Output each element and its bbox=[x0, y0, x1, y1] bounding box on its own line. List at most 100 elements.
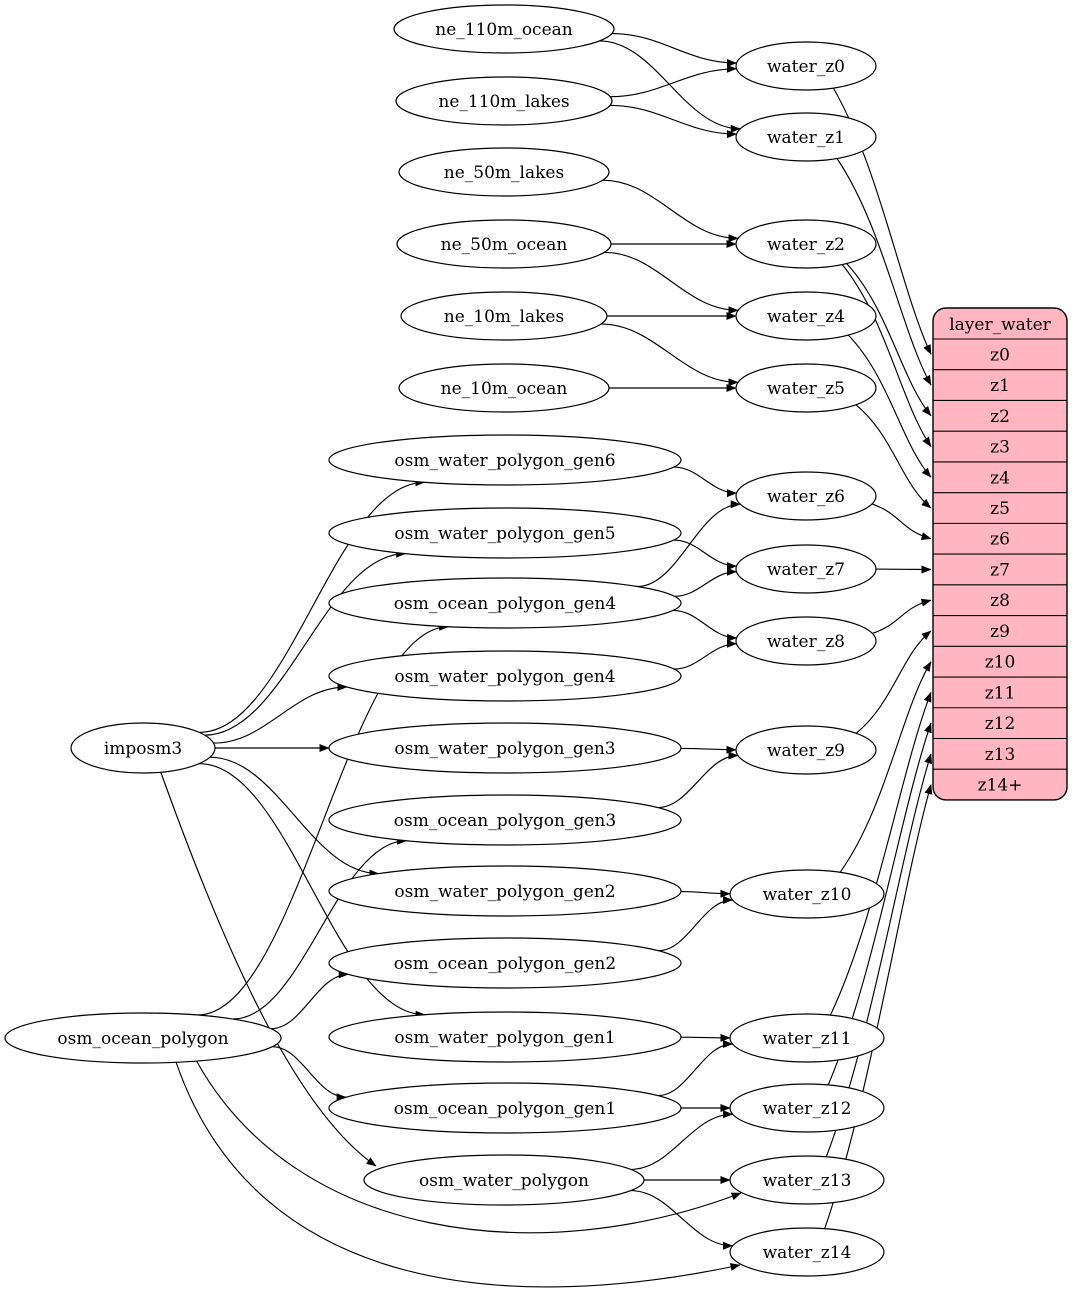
edge-osm_water_polygon-to-water_z14 bbox=[631, 1191, 733, 1246]
node-water_z9: water_z9 bbox=[736, 726, 876, 774]
node-osm_water_polygon_gen6: osm_water_polygon_gen6 bbox=[329, 435, 681, 485]
node-water_z7: water_z7 bbox=[736, 545, 876, 593]
node-osm_water_polygon_gen3: osm_water_polygon_gen3 bbox=[329, 723, 681, 773]
table-row-z10: z10 bbox=[985, 653, 1016, 673]
table-row-z11: z11 bbox=[985, 683, 1016, 703]
edge-osm_ocean_polygon_gen1-to-water_z11 bbox=[658, 1044, 733, 1096]
edge-osm_water_polygon_gen4-to-water_z8 bbox=[674, 644, 736, 669]
node-label-water_z9: water_z9 bbox=[767, 741, 845, 761]
edge-osm_water_polygon_gen2-to-water_z10 bbox=[681, 892, 730, 894]
edge-water_z6-to-layer_water-z6 bbox=[872, 504, 931, 539]
table-row-z5: z5 bbox=[990, 499, 1010, 519]
node-osm_ocean_polygon_gen1: osm_ocean_polygon_gen1 bbox=[329, 1083, 681, 1133]
node-label-osm_water_polygon_gen4: osm_water_polygon_gen4 bbox=[394, 667, 615, 687]
layer-water-table: layer_waterz0z1z2z3z4z5z6z7z8z9z10z11z12… bbox=[933, 308, 1067, 800]
node-label-osm_ocean_polygon: osm_ocean_polygon bbox=[57, 1029, 228, 1049]
edge-osm_ocean_polygon-to-osm_ocean_polygon_gen2 bbox=[271, 974, 348, 1028]
node-label-water_z10: water_z10 bbox=[763, 885, 852, 905]
table-row-z13: z13 bbox=[985, 745, 1016, 765]
node-label-water_z5: water_z5 bbox=[767, 379, 845, 399]
node-label-imposm3: imposm3 bbox=[104, 739, 182, 759]
node-label-osm_water_polygon_gen2: osm_water_polygon_gen2 bbox=[394, 882, 615, 902]
node-water_z2: water_z2 bbox=[736, 220, 876, 268]
table-row-z14+: z14+ bbox=[978, 776, 1023, 796]
node-water_z4: water_z4 bbox=[736, 292, 876, 340]
node-label-ne_50m_lakes: ne_50m_lakes bbox=[444, 163, 564, 183]
edge-ne_110m_lakes-to-water_z1 bbox=[610, 105, 736, 134]
edge-ne_10m_lakes-to-water_z5 bbox=[601, 324, 738, 382]
node-osm_water_polygon_gen4: osm_water_polygon_gen4 bbox=[329, 651, 681, 701]
edge-osm_water_polygon_gen3-to-water_z9 bbox=[681, 748, 736, 749]
node-label-water_z8: water_z8 bbox=[767, 632, 845, 652]
table-row-z7: z7 bbox=[990, 560, 1010, 580]
node-ne_50m_ocean: ne_50m_ocean bbox=[397, 220, 611, 268]
node-label-water_z14: water_z14 bbox=[763, 1243, 852, 1263]
node-label-osm_water_polygon: osm_water_polygon bbox=[419, 1171, 589, 1191]
node-label-osm_ocean_polygon_gen3: osm_ocean_polygon_gen3 bbox=[394, 811, 616, 831]
node-water_z1: water_z1 bbox=[736, 113, 876, 161]
node-label-water_z4: water_z4 bbox=[767, 307, 845, 327]
node-ne_10m_ocean: ne_10m_ocean bbox=[399, 364, 609, 412]
node-label-osm_ocean_polygon_gen2: osm_ocean_polygon_gen2 bbox=[394, 954, 616, 974]
node-water_z12: water_z12 bbox=[730, 1084, 884, 1132]
edge-water_z8-to-layer_water-z8 bbox=[872, 600, 931, 633]
node-label-ne_10m_lakes: ne_10m_lakes bbox=[444, 307, 564, 327]
node-osm_ocean_polygon_gen4: osm_ocean_polygon_gen4 bbox=[329, 578, 681, 628]
node-ne_10m_lakes: ne_10m_lakes bbox=[401, 292, 607, 340]
node-osm_ocean_polygon_gen3: osm_ocean_polygon_gen3 bbox=[329, 795, 681, 845]
node-ne_50m_lakes: ne_50m_lakes bbox=[399, 148, 609, 196]
node-label-osm_water_polygon_gen1: osm_water_polygon_gen1 bbox=[394, 1028, 615, 1048]
table-row-z9: z9 bbox=[990, 622, 1010, 642]
node-water_z0: water_z0 bbox=[736, 42, 876, 90]
table-row-z8: z8 bbox=[990, 591, 1010, 611]
edge-osm_ocean_polygon_gen2-to-water_z10 bbox=[658, 900, 732, 951]
node-label-water_z11: water_z11 bbox=[763, 1029, 852, 1049]
node-water_z13: water_z13 bbox=[730, 1156, 884, 1204]
node-ne_110m_ocean: ne_110m_ocean bbox=[394, 5, 614, 53]
node-label-water_z6: water_z6 bbox=[767, 487, 845, 507]
edge-ne_110m_lakes-to-water_z0 bbox=[610, 69, 736, 97]
edge-ne_110m_ocean-to-water_z1 bbox=[599, 41, 740, 129]
table-row-z6: z6 bbox=[990, 530, 1010, 550]
node-label-osm_ocean_polygon_gen4: osm_ocean_polygon_gen4 bbox=[394, 594, 616, 614]
edge-osm_water_polygon_gen6-to-water_z6 bbox=[674, 467, 737, 493]
node-label-water_z12: water_z12 bbox=[763, 1099, 852, 1119]
table-row-z2: z2 bbox=[990, 407, 1010, 427]
node-label-water_z1: water_z1 bbox=[767, 128, 845, 148]
node-water_z11: water_z11 bbox=[730, 1014, 884, 1062]
edge-osm_ocean_polygon-to-osm_ocean_polygon_gen3 bbox=[233, 841, 407, 1019]
node-imposm3: imposm3 bbox=[71, 723, 215, 773]
node-label-ne_110m_lakes: ne_110m_lakes bbox=[438, 92, 569, 112]
table-row-z12: z12 bbox=[985, 714, 1016, 734]
edge-water_z4-to-layer_water-z4 bbox=[848, 335, 931, 477]
edge-ne_50m_lakes-to-water_z2 bbox=[603, 180, 738, 238]
node-label-water_z7: water_z7 bbox=[767, 560, 845, 580]
node-osm_water_polygon_gen1: osm_water_polygon_gen1 bbox=[329, 1012, 681, 1062]
node-label-ne_110m_ocean: ne_110m_ocean bbox=[435, 20, 573, 40]
table-row-z3: z3 bbox=[990, 438, 1010, 458]
edge-ne_110m_ocean-to-water_z0 bbox=[612, 34, 737, 63]
edge-osm_water_polygon_gen1-to-water_z11 bbox=[681, 1037, 730, 1038]
layer-water-title: layer_water bbox=[949, 315, 1051, 335]
table-row-z0: z0 bbox=[990, 345, 1010, 365]
edge-osm_ocean_polygon_gen3-to-water_z9 bbox=[658, 756, 738, 808]
node-osm_water_polygon: osm_water_polygon bbox=[364, 1155, 644, 1205]
node-water_z8: water_z8 bbox=[736, 617, 876, 665]
edge-imposm3-to-osm_water_polygon_gen4 bbox=[214, 687, 347, 743]
node-label-osm_water_polygon_gen6: osm_water_polygon_gen6 bbox=[394, 451, 615, 471]
edge-imposm3-to-osm_water_polygon_gen5 bbox=[205, 554, 406, 736]
node-label-water_z0: water_z0 bbox=[767, 57, 845, 77]
node-ne_110m_lakes: ne_110m_lakes bbox=[396, 77, 612, 125]
edge-ne_50m_ocean-to-water_z4 bbox=[604, 252, 738, 310]
node-osm_water_polygon_gen5: osm_water_polygon_gen5 bbox=[329, 508, 681, 558]
table-row-z1: z1 bbox=[990, 376, 1010, 396]
node-water_z5: water_z5 bbox=[736, 364, 876, 412]
node-label-osm_water_polygon_gen5: osm_water_polygon_gen5 bbox=[394, 524, 615, 544]
node-water_z6: water_z6 bbox=[736, 472, 876, 520]
node-osm_ocean_polygon: osm_ocean_polygon bbox=[5, 1013, 281, 1063]
node-label-water_z2: water_z2 bbox=[767, 235, 845, 255]
edge-osm_ocean_polygon_gen4-to-water_z7 bbox=[675, 572, 737, 597]
node-label-ne_10m_ocean: ne_10m_ocean bbox=[441, 379, 568, 399]
edge-water_z1-to-layer_water-z1 bbox=[837, 159, 931, 386]
